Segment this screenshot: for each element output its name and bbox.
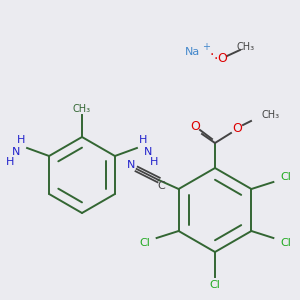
Text: H: H (139, 135, 147, 145)
Text: Cl: Cl (280, 238, 291, 248)
Text: Cl: Cl (210, 280, 220, 290)
Text: CH₃: CH₃ (73, 104, 91, 114)
Text: N: N (144, 147, 152, 157)
Text: CH₃: CH₃ (262, 110, 280, 120)
Text: O: O (217, 52, 227, 65)
Text: Na: Na (185, 47, 201, 57)
Text: H: H (6, 157, 14, 167)
Text: C: C (158, 181, 166, 191)
Text: Cl: Cl (280, 172, 291, 182)
Text: H: H (150, 157, 158, 167)
Text: N: N (12, 147, 20, 157)
Text: O: O (232, 122, 242, 136)
Text: N: N (126, 160, 135, 170)
Text: Cl: Cl (139, 238, 150, 248)
Text: ·: · (210, 48, 214, 62)
Text: +: + (202, 42, 210, 52)
Text: O: O (190, 121, 200, 134)
Text: CH₃: CH₃ (237, 42, 255, 52)
Text: ·: · (214, 52, 218, 66)
Text: H: H (17, 135, 25, 145)
